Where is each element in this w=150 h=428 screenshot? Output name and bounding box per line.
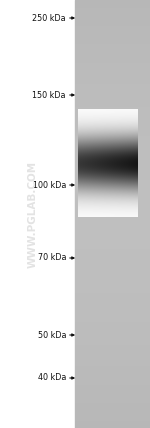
Text: 50 kDa: 50 kDa (38, 330, 66, 339)
Text: 70 kDa: 70 kDa (38, 253, 66, 262)
Bar (75, 0, 150, 428)
Text: 100 kDa: 100 kDa (33, 181, 66, 190)
Text: 150 kDa: 150 kDa (33, 90, 66, 99)
Text: 250 kDa: 250 kDa (32, 14, 66, 23)
Text: WWW.PGLAB.COM: WWW.PGLAB.COM (28, 160, 38, 268)
Text: 40 kDa: 40 kDa (38, 374, 66, 383)
